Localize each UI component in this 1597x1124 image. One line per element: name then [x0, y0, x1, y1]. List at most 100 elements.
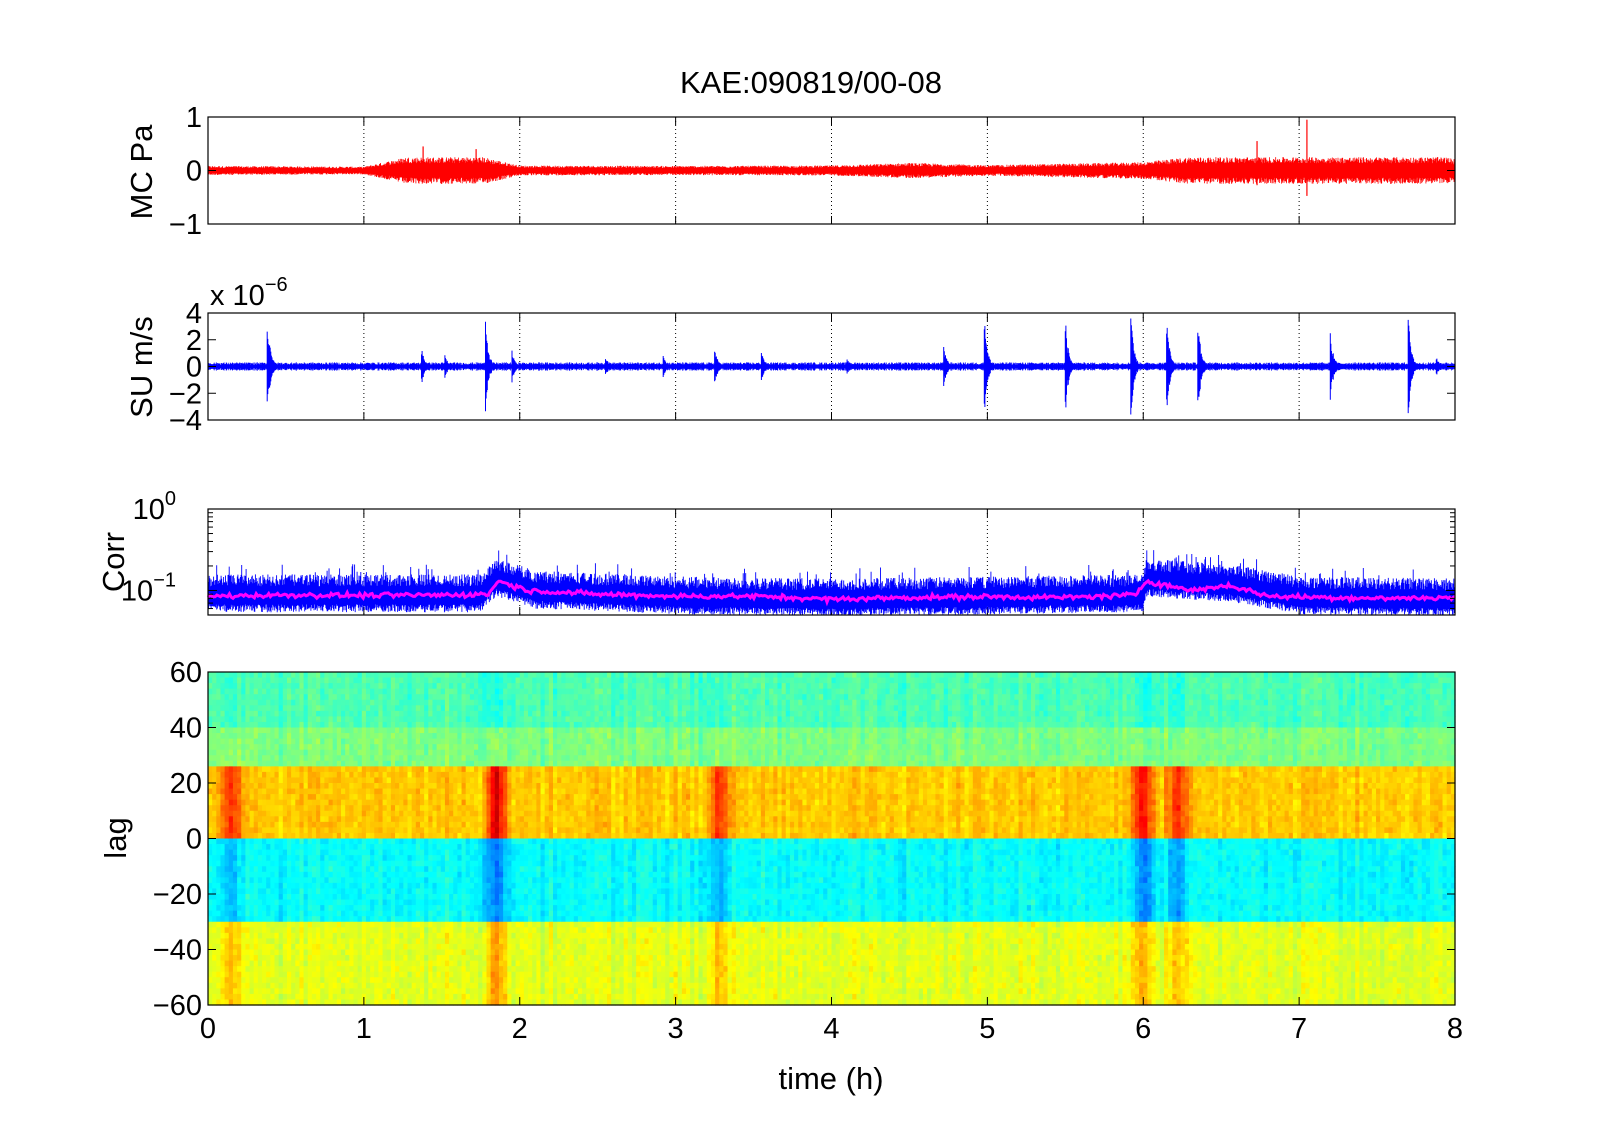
heatmap-cell: [225, 678, 230, 684]
heatmap-cell: [358, 855, 363, 861]
heatmap-cell: [349, 739, 354, 745]
heatmap-cell: [520, 983, 525, 989]
heatmap-cell: [516, 772, 521, 778]
heatmap-cell: [378, 927, 383, 933]
heatmap-cell: [366, 927, 371, 933]
heatmap-cell: [333, 755, 338, 761]
heatmap-cell: [420, 816, 425, 822]
heatmap-cell: [428, 700, 433, 706]
heatmap-cell: [453, 966, 458, 972]
heatmap-cell: [341, 872, 346, 878]
heatmap-cell: [437, 750, 442, 756]
heatmap-cell: [374, 672, 379, 678]
heatmap-cell: [378, 966, 383, 972]
heatmap-cell: [457, 866, 462, 872]
heatmap-cell: [324, 822, 329, 828]
heatmap-cell: [333, 722, 338, 728]
heatmap-cell: [478, 689, 483, 695]
heatmap-cell: [487, 755, 492, 761]
heatmap-cell: [453, 794, 458, 800]
heatmap-cell: [466, 816, 471, 822]
heatmap-cell: [387, 755, 392, 761]
heatmap-cell: [245, 866, 250, 872]
heatmap-cell: [528, 694, 533, 700]
heatmap-cell: [408, 816, 413, 822]
heatmap-cell: [462, 877, 467, 883]
heatmap-cell: [349, 805, 354, 811]
heatmap-cell: [416, 827, 421, 833]
heatmap-cell: [262, 816, 267, 822]
heatmap-cell: [416, 905, 421, 911]
heatmap-cell: [329, 850, 334, 856]
heatmap-cell: [245, 811, 250, 817]
heatmap-cell: [324, 683, 329, 689]
heatmap-cell: [487, 955, 492, 961]
heatmap-cell: [320, 789, 325, 795]
heatmap-cell: [320, 678, 325, 684]
heatmap-cell: [445, 905, 450, 911]
heatmap-cell: [308, 728, 313, 734]
heatmap-cell: [536, 872, 541, 878]
heatmap-cell: [324, 855, 329, 861]
heatmap-cell: [462, 694, 467, 700]
heatmap-cell: [337, 755, 342, 761]
heatmap-cell: [528, 944, 533, 950]
heatmap-cell: [449, 761, 454, 767]
heatmap-cell: [428, 672, 433, 678]
heatmap-cell: [270, 877, 275, 883]
heatmap-cell: [441, 911, 446, 917]
heatmap-cell: [345, 805, 350, 811]
heatmap-cell: [308, 833, 313, 839]
heatmap-cell: [220, 705, 225, 711]
heatmap-cell: [449, 977, 454, 983]
heatmap-cell: [511, 850, 516, 856]
heatmap-cell: [474, 877, 479, 883]
heatmap-cell: [254, 922, 259, 928]
heatmap-cell: [254, 772, 259, 778]
heatmap-cell: [482, 961, 487, 967]
heatmap-cell: [266, 855, 271, 861]
heatmap-cell: [532, 789, 537, 795]
heatmap-cell: [383, 983, 388, 989]
heatmap-cell: [507, 744, 512, 750]
heatmap-cell: [316, 877, 321, 883]
heatmap-cell: [304, 983, 309, 989]
heatmap-cell: [212, 678, 217, 684]
heatmap-cell: [283, 861, 288, 867]
heatmap-cell: [287, 816, 292, 822]
heatmap-cell: [216, 711, 221, 717]
heatmap-cell: [341, 816, 346, 822]
heatmap-cell: [511, 800, 516, 806]
heatmap-cell: [424, 877, 429, 883]
heatmap-cell: [216, 694, 221, 700]
heatmap-cell: [320, 755, 325, 761]
heatmap-cell: [449, 700, 454, 706]
heatmap-cell: [524, 700, 529, 706]
heatmap-cell: [229, 827, 234, 833]
heatmap-cell: [254, 739, 259, 745]
heatmap-cell: [524, 850, 529, 856]
heatmap-cell: [516, 911, 521, 917]
heatmap-cell: [358, 705, 363, 711]
heatmap-cell: [453, 922, 458, 928]
heatmap-cell: [491, 850, 496, 856]
heatmap-cell: [445, 988, 450, 994]
heatmap-cell: [312, 905, 317, 911]
heatmap-cell: [337, 739, 342, 745]
heatmap-cell: [216, 855, 221, 861]
heatmap-cell: [374, 816, 379, 822]
heatmap-cell: [212, 683, 217, 689]
heatmap-cell: [358, 833, 363, 839]
heatmap-cell: [308, 733, 313, 739]
heatmap-cell: [445, 705, 450, 711]
heatmap-cell: [499, 678, 504, 684]
heatmap-cell: [262, 955, 267, 961]
heatmap-cell: [378, 683, 383, 689]
heatmap-cell: [499, 794, 504, 800]
heatmap-cell: [241, 883, 246, 889]
heatmap-cell: [266, 811, 271, 817]
heatmap-cell: [453, 877, 458, 883]
heatmap-cell: [287, 855, 292, 861]
heatmap-cell: [324, 972, 329, 978]
heatmap-cell: [250, 994, 255, 1000]
